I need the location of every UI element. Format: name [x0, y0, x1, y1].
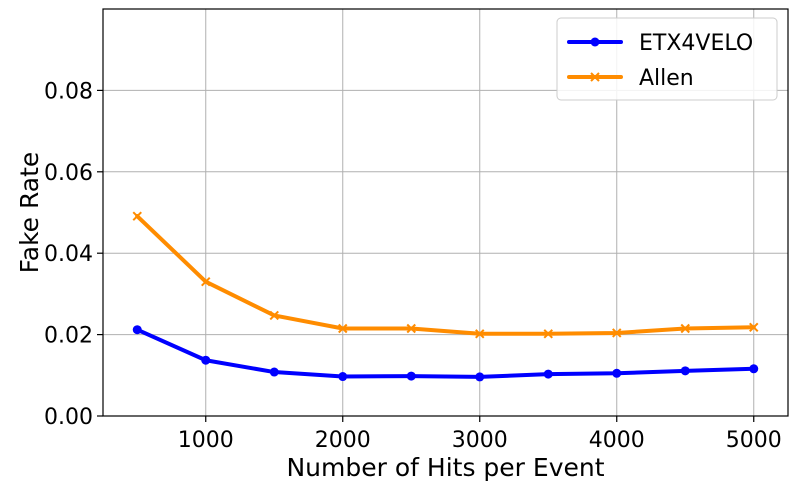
x-tick-label: 3000: [452, 428, 508, 453]
legend-swatch-marker: [590, 37, 600, 47]
data-point: [612, 328, 622, 338]
data-point: [338, 372, 348, 382]
y-axis-label: Fake Rate: [15, 152, 44, 274]
data-point: [543, 369, 553, 379]
series-line-allen: [135, 214, 756, 336]
x-tick-label: 5000: [726, 428, 782, 453]
marker-stroke: [612, 328, 622, 338]
data-point: [475, 329, 485, 339]
y-tick-label: 0.06: [44, 161, 93, 186]
data-point: [269, 310, 279, 321]
marker-stroke: [132, 211, 142, 221]
marker-stroke: [269, 310, 279, 321]
x-axis-ticks: 1000 2000 3000 4000 5000: [178, 416, 782, 453]
y-tick-label: 0.00: [44, 405, 93, 430]
marker-stroke: [543, 329, 553, 339]
legend-swatch-marker: [590, 72, 600, 82]
data-point: [680, 366, 690, 376]
data-point: [543, 329, 553, 339]
data-point: [749, 364, 759, 374]
x-axis-label: Number of Hits per Event: [286, 453, 604, 482]
y-tick-label: 0.02: [44, 324, 93, 349]
data-point: [475, 372, 485, 382]
marker-stroke: [338, 323, 348, 334]
y-axis-ticks: 0.00 0.02 0.04 0.06 0.08: [44, 79, 103, 430]
data-point: [749, 322, 759, 332]
legend-label: Allen: [639, 66, 694, 91]
y-tick-label: 0.08: [44, 79, 93, 104]
data-point: [612, 368, 622, 378]
data-point: [338, 323, 348, 334]
data-point: [132, 211, 142, 221]
x-tick-label: 2000: [315, 428, 371, 453]
data-point: [269, 367, 279, 377]
data-point: [132, 325, 142, 335]
marker-stroke: [406, 323, 416, 334]
data-point: [406, 371, 416, 381]
y-tick-label: 0.04: [44, 242, 93, 267]
legend: ETX4VELO Allen: [556, 17, 778, 101]
marker-stroke: [201, 276, 211, 287]
data-point: [201, 276, 211, 287]
marker-stroke: [590, 72, 600, 82]
data-point: [406, 323, 416, 334]
legend-box: [556, 17, 778, 101]
marker-stroke: [680, 323, 690, 334]
series-layer: [132, 211, 759, 382]
series-line-etx4velo: [135, 327, 756, 379]
marker-stroke: [749, 322, 759, 332]
plot-frame: [102, 8, 789, 417]
data-point: [201, 355, 211, 365]
legend-label: ETX4VELO: [639, 31, 753, 56]
marker-stroke: [475, 329, 485, 339]
data-point: [680, 323, 690, 334]
x-tick-label: 4000: [589, 428, 645, 453]
x-tick-label: 1000: [178, 428, 234, 453]
